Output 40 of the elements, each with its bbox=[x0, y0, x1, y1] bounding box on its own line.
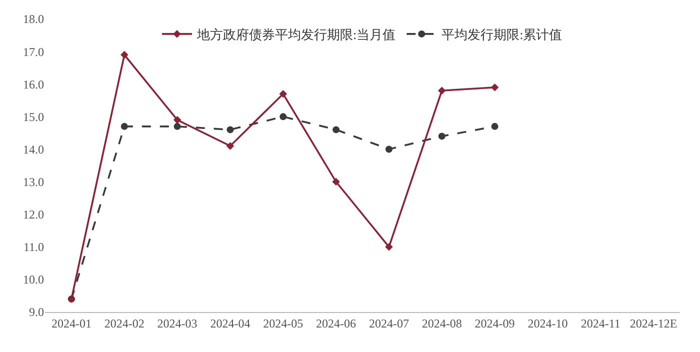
x-tick-label: 2024-06 bbox=[316, 316, 356, 330]
x-tick-label: 2024-05 bbox=[263, 316, 304, 330]
point bbox=[226, 126, 234, 134]
legend-label: 平均发行期限:累计值 bbox=[442, 27, 562, 42]
point bbox=[438, 132, 446, 140]
legend-label: 地方政府债券平均发行期限:当月值 bbox=[196, 27, 396, 42]
x-tick-label: 2024-01 bbox=[51, 316, 92, 330]
point bbox=[490, 83, 499, 92]
y-tick-label: 16.0 bbox=[23, 77, 44, 92]
y-tick-label: 18.0 bbox=[23, 12, 44, 26]
point bbox=[491, 122, 498, 130]
point bbox=[173, 116, 182, 124]
x-tick-label: 2024-02 bbox=[104, 316, 144, 330]
y-tick-label: 13.0 bbox=[23, 174, 44, 189]
x-tick-label: 2024-11 bbox=[580, 316, 620, 330]
x-tick-label: 2024-08 bbox=[422, 316, 462, 330]
point bbox=[120, 50, 128, 59]
point bbox=[120, 122, 128, 130]
point bbox=[226, 142, 234, 150]
x-tick-label: 2024-03 bbox=[157, 316, 198, 330]
y-tick-label: 9.0 bbox=[29, 305, 44, 320]
x-tick-label: 2024-04 bbox=[210, 316, 250, 330]
y-tick-label: 10.0 bbox=[23, 272, 44, 287]
x-tick-label: 2024-07 bbox=[368, 316, 409, 330]
point bbox=[332, 178, 340, 186]
point bbox=[385, 146, 392, 153]
point bbox=[174, 122, 181, 130]
point bbox=[279, 90, 288, 98]
x-tick-label: 2024-09 bbox=[474, 316, 515, 330]
point bbox=[332, 126, 340, 134]
point bbox=[438, 86, 446, 95]
point bbox=[280, 113, 287, 120]
y-tick-label: 11.0 bbox=[23, 240, 44, 254]
y-tick-label: 14.0 bbox=[23, 142, 44, 156]
y-tick-label: 15.0 bbox=[23, 110, 44, 124]
point bbox=[385, 242, 393, 251]
y-tick-label: 12.0 bbox=[23, 208, 44, 222]
x-tick-label: 2024-10 bbox=[528, 316, 568, 330]
x-tick-label: 2024-12E bbox=[630, 316, 678, 330]
y-tick-label: 17.0 bbox=[23, 44, 44, 59]
